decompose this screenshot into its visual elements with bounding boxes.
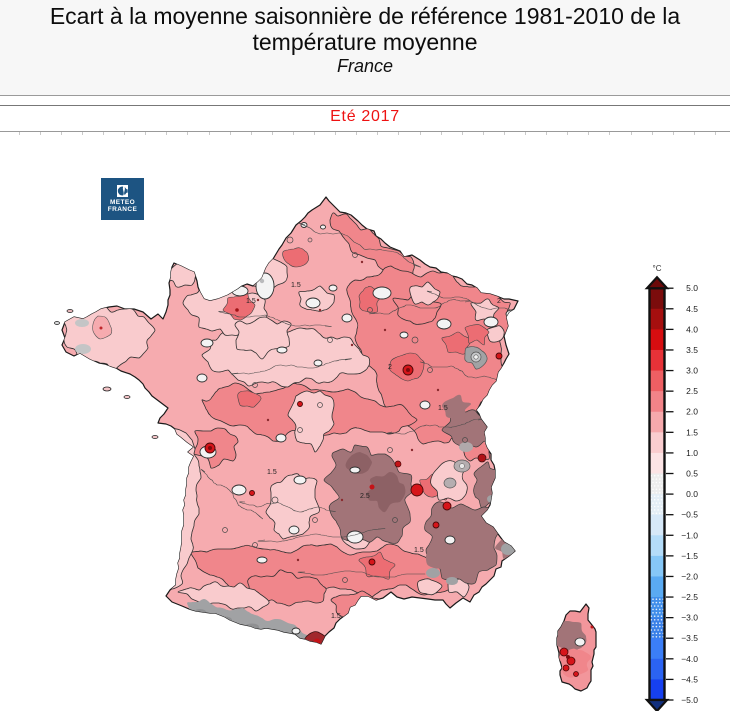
svg-text:−3.0: −3.0 [681, 613, 698, 623]
svg-text:−3.5: −3.5 [681, 633, 698, 643]
svg-text:3.5: 3.5 [686, 345, 698, 355]
svg-text:2: 2 [388, 364, 392, 371]
svg-text:2.5: 2.5 [360, 493, 370, 500]
svg-text:−5.0: −5.0 [681, 695, 698, 705]
svg-text:0.5: 0.5 [162, 429, 172, 436]
svg-text:1.5: 1.5 [291, 282, 301, 289]
svg-text:−0.5: −0.5 [681, 510, 698, 520]
svg-text:0.0: 0.0 [686, 489, 698, 499]
svg-text:2.0: 2.0 [686, 407, 698, 417]
svg-text:0.5: 0.5 [686, 469, 698, 479]
svg-text:−2.5: −2.5 [681, 592, 698, 602]
svg-text:1.5: 1.5 [331, 613, 341, 620]
svg-text:2: 2 [497, 298, 501, 305]
svg-text:−1.5: −1.5 [681, 551, 698, 561]
svg-text:4.5: 4.5 [686, 304, 698, 314]
svg-text:1.5: 1.5 [267, 469, 277, 476]
svg-text:−2.0: −2.0 [681, 571, 698, 581]
svg-text:−4.0: −4.0 [681, 654, 698, 664]
svg-text:−1.0: −1.0 [681, 530, 698, 540]
svg-text:1.0: 1.0 [686, 448, 698, 458]
svg-text:1.5: 1.5 [438, 405, 448, 412]
svg-text:°C: °C [653, 264, 662, 273]
svg-text:1.5: 1.5 [246, 298, 256, 305]
svg-text:−4.5: −4.5 [681, 674, 698, 684]
svg-text:4.0: 4.0 [686, 324, 698, 334]
svg-text:3.0: 3.0 [686, 366, 698, 376]
svg-text:1.5: 1.5 [686, 427, 698, 437]
svg-text:5.0: 5.0 [686, 283, 698, 293]
svg-text:1.5: 1.5 [414, 547, 424, 554]
svg-text:2.5: 2.5 [686, 386, 698, 396]
